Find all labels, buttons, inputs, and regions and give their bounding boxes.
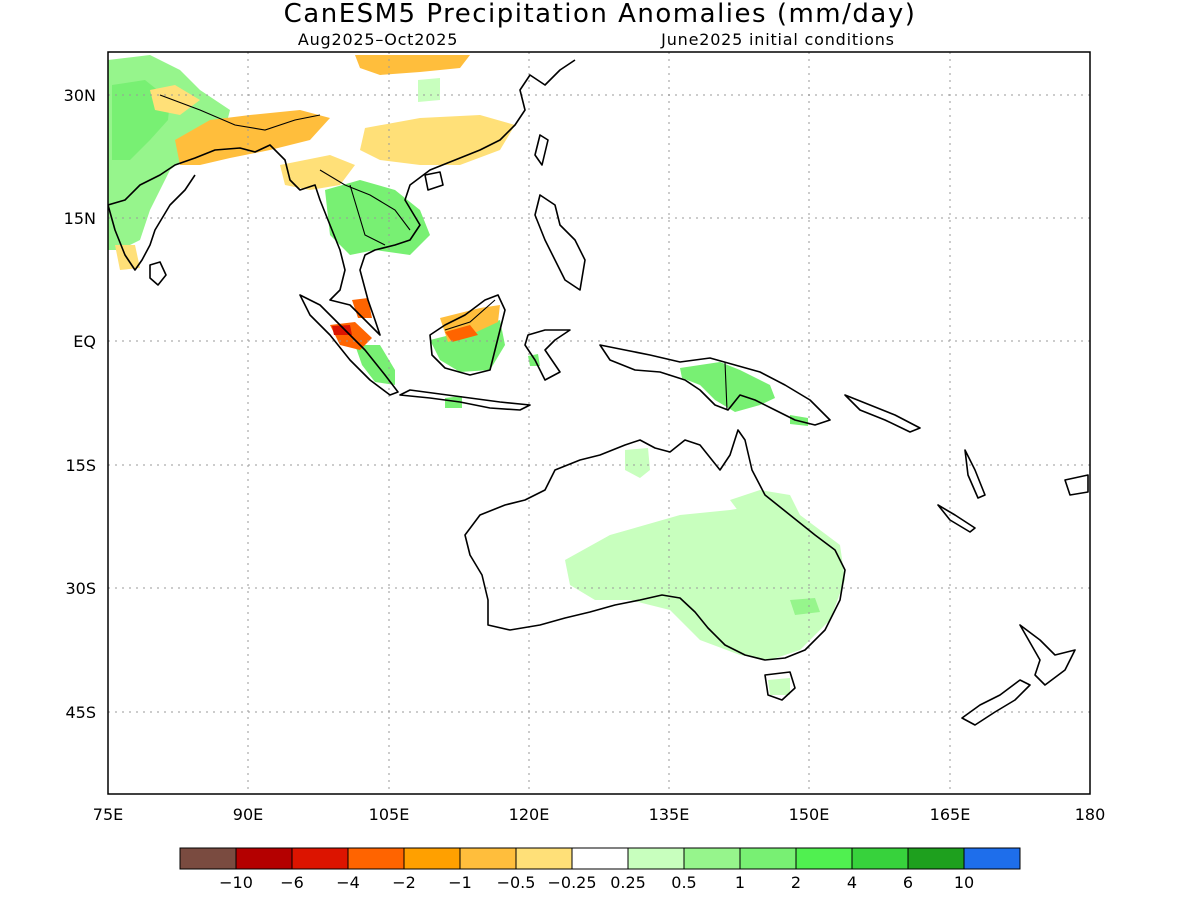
border-borneo bbox=[444, 299, 496, 331]
colorbar-swatch bbox=[627, 847, 685, 870]
dry-anomaly-myanmar bbox=[280, 155, 355, 190]
coastline-australia bbox=[464, 429, 846, 661]
border-png bbox=[724, 361, 728, 411]
colorbar-swatch bbox=[403, 847, 461, 870]
dry-anomaly-himalaya-west bbox=[150, 85, 200, 115]
latitude-axis: 30N 15N EQ 15S 30S 45S bbox=[64, 86, 96, 722]
coastline-sri-lanka bbox=[149, 261, 167, 286]
wet-anomaly-java bbox=[445, 396, 462, 408]
coastline-asia bbox=[108, 59, 576, 336]
coastline-vanuatu bbox=[964, 449, 986, 499]
colorbar-label: −0.25 bbox=[547, 873, 596, 892]
graticule bbox=[108, 52, 1090, 794]
colorbar-swatch bbox=[963, 847, 1021, 870]
lon-tick-label: 120E bbox=[509, 805, 550, 824]
colorbar-label: 0.25 bbox=[610, 873, 646, 892]
wet-anomaly-australia bbox=[565, 505, 845, 660]
coastline-philippines bbox=[534, 194, 586, 291]
coastlines bbox=[108, 59, 1089, 726]
coastline-new-zealand-south bbox=[961, 679, 1031, 726]
colorbar-swatch bbox=[515, 847, 573, 870]
colorbar-swatch bbox=[795, 847, 853, 870]
lon-tick-label: 165E bbox=[930, 805, 971, 824]
wet-anomaly-nsw-core bbox=[790, 598, 820, 615]
colorbar-swatch bbox=[907, 847, 965, 870]
coastline-borneo bbox=[429, 294, 506, 376]
coastline-new-guinea bbox=[599, 344, 831, 426]
lat-tick-label: 15S bbox=[65, 456, 96, 475]
colorbar-label: 0.5 bbox=[671, 873, 696, 892]
dry-anomaly-south-china bbox=[360, 115, 515, 165]
wet-anomaly-borneo bbox=[430, 320, 505, 372]
lat-tick-label: 45S bbox=[65, 703, 96, 722]
colorbar-swatch bbox=[291, 847, 349, 870]
coastline-tasmania bbox=[764, 671, 796, 701]
coastline-fiji bbox=[1064, 474, 1089, 496]
border-indochina bbox=[319, 169, 411, 246]
colorbar-swatch bbox=[571, 847, 629, 870]
lat-tick-label: 30S bbox=[65, 579, 96, 598]
coastline-new-zealand-north bbox=[1019, 624, 1076, 686]
wet-anomaly-sulawesi bbox=[528, 354, 540, 366]
lon-tick-label: 105E bbox=[369, 805, 410, 824]
forecast-period: Aug2025–Oct2025 bbox=[298, 30, 458, 49]
colorbar-swatch bbox=[179, 847, 237, 870]
colorbar-label: 2 bbox=[791, 873, 801, 892]
coastline-hainan bbox=[424, 171, 444, 191]
country-borders bbox=[159, 94, 728, 411]
colorbar-label: −2 bbox=[392, 873, 416, 892]
colorbar-labels: −10 −6 −4 −2 −1 −0.5 −0.25 0.25 0.5 1 2 4 6 10 bbox=[219, 873, 974, 892]
coastline-taiwan bbox=[534, 134, 549, 166]
colorbar-swatch bbox=[235, 847, 293, 870]
coastline-new-caledonia bbox=[937, 504, 976, 533]
coastline-java bbox=[399, 389, 531, 411]
initial-conditions: June2025 initial conditions bbox=[660, 30, 895, 49]
map-title: CanESM5 Precipitation Anomalies (mm/day) bbox=[284, 0, 917, 29]
lon-tick-label: 90E bbox=[233, 805, 263, 824]
border-himalaya bbox=[159, 94, 321, 131]
colorbar-label: −0.5 bbox=[497, 873, 536, 892]
colorbar-swatch bbox=[347, 847, 405, 870]
wet-anomaly-australia-ne bbox=[730, 490, 800, 525]
colorbar bbox=[179, 847, 1021, 870]
colorbar-swatch bbox=[851, 847, 909, 870]
wet-anomaly-tibet-spot bbox=[418, 78, 440, 102]
colorbar-swatch bbox=[739, 847, 797, 870]
colorbar-label: 6 bbox=[903, 873, 913, 892]
dry-anomaly-borneo-core bbox=[445, 325, 478, 342]
lon-tick-label: 75E bbox=[93, 805, 123, 824]
colorbar-swatch bbox=[683, 847, 741, 870]
longitude-axis: 75E 90E 105E 120E 135E 150E 165E 180 bbox=[93, 805, 1106, 824]
colorbar-label: 4 bbox=[847, 873, 857, 892]
map-frame bbox=[107, 51, 1091, 795]
colorbar-swatch bbox=[459, 847, 517, 870]
wet-anomaly-indochina bbox=[325, 180, 430, 255]
coastline-india bbox=[108, 174, 196, 271]
wet-anomaly-australia-north bbox=[625, 448, 650, 478]
lat-tick-label: EQ bbox=[73, 332, 96, 351]
lat-tick-label: 30N bbox=[64, 86, 96, 105]
lon-tick-label: 150E bbox=[789, 805, 830, 824]
colorbar-label: −1 bbox=[448, 873, 472, 892]
colorbar-label: 10 bbox=[954, 873, 974, 892]
colorbar-label: 1 bbox=[735, 873, 745, 892]
wet-anomaly-tasmania bbox=[768, 678, 790, 695]
coastline-solomon-islands bbox=[844, 394, 921, 433]
lon-tick-label: 180 bbox=[1075, 805, 1106, 824]
coastline-sulawesi bbox=[524, 329, 571, 381]
coastline-sumatra bbox=[299, 294, 399, 396]
colorbar-label: −4 bbox=[336, 873, 360, 892]
dry-anomaly-china-north bbox=[355, 55, 470, 75]
lon-tick-label: 135E bbox=[649, 805, 690, 824]
lat-tick-label: 15N bbox=[64, 209, 96, 228]
colorbar-label: −10 bbox=[219, 873, 253, 892]
colorbar-label: −6 bbox=[280, 873, 304, 892]
